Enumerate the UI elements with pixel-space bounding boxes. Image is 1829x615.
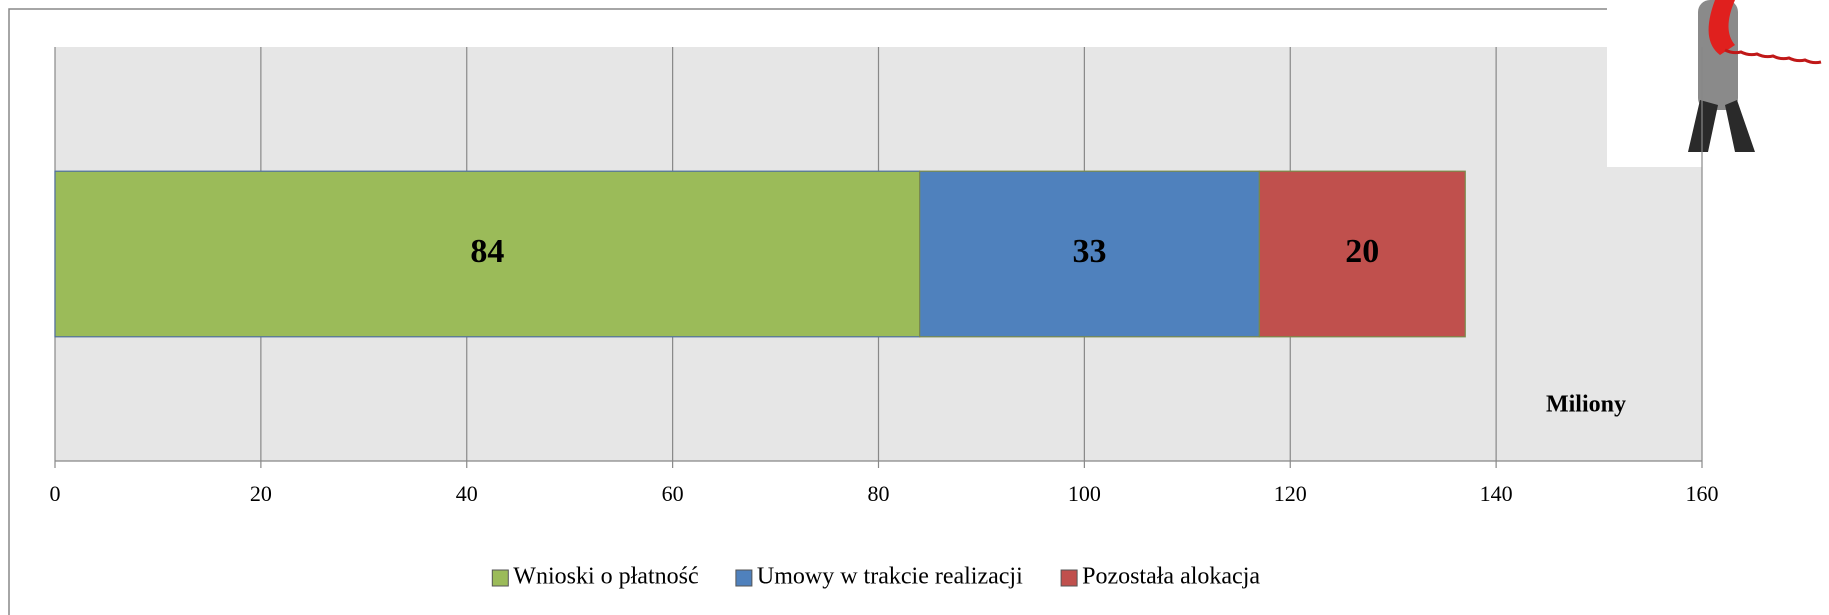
x-axis-title: Miliony bbox=[1546, 392, 1626, 418]
legend-label: Pozostała alokacja bbox=[1082, 564, 1260, 590]
x-tick-label: 100 bbox=[1068, 481, 1101, 506]
chart: 0 20 40 60 80 100 120 140 160 84 33 20 Miliony Wni… bbox=[0, 0, 1829, 615]
x-tick-label: 120 bbox=[1274, 481, 1307, 506]
decorative-image bbox=[1607, 0, 1829, 167]
legend-swatch bbox=[492, 570, 508, 586]
data-label: 20 bbox=[1345, 233, 1379, 270]
legend-label: Wnioski o płatność bbox=[513, 564, 698, 590]
legend-swatch bbox=[1061, 570, 1077, 586]
bars: 84 33 20 bbox=[55, 171, 1465, 337]
x-tick-label: 140 bbox=[1480, 481, 1513, 506]
x-tick-label: 160 bbox=[1686, 481, 1719, 506]
legend: Wnioski o płatność Umowy w trakcie realiz… bbox=[492, 564, 1260, 590]
page: 0 20 40 60 80 100 120 140 160 84 33 20 Miliony Wni… bbox=[0, 0, 1829, 615]
x-tick-label: 80 bbox=[868, 481, 890, 506]
data-label: 84 bbox=[470, 233, 504, 270]
x-tick-label: 40 bbox=[456, 481, 478, 506]
data-label: 33 bbox=[1073, 233, 1107, 270]
legend-swatch bbox=[736, 570, 752, 586]
x-tick-label: 20 bbox=[250, 481, 272, 506]
legend-label: Umowy w trakcie realizacji bbox=[757, 564, 1023, 590]
x-tick-label: 60 bbox=[662, 481, 684, 506]
x-tick-label: 0 bbox=[50, 481, 61, 506]
